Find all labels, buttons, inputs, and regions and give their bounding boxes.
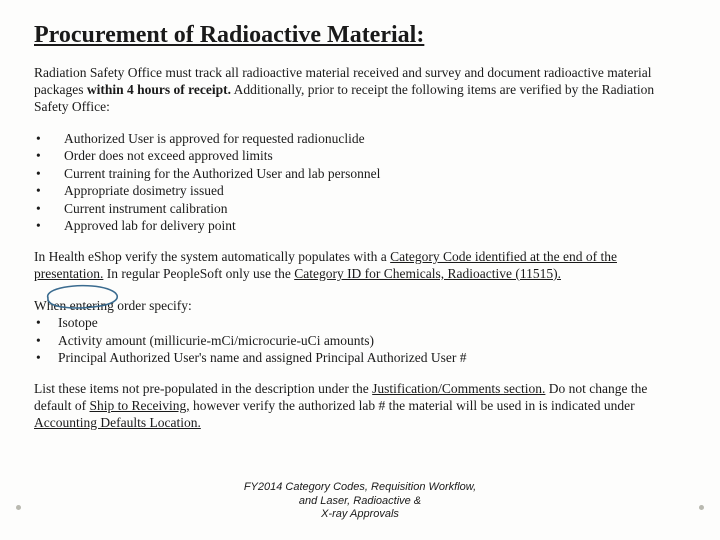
verify-list: Authorized User is approved for requeste… (34, 130, 686, 235)
list-item: Approved lab for delivery point (34, 217, 686, 235)
footer: FY2014 Category Codes, Requisition Workf… (0, 481, 720, 522)
list-item: Appropriate dosimetry issued (34, 182, 686, 200)
list-item: Current training for the Authorized User… (34, 165, 686, 183)
intro-bold: within 4 hours of receipt. (87, 82, 231, 97)
list-item: Order does not exceed approved limits (34, 147, 686, 165)
intro-paragraph: Radiation Safety Office must track all r… (34, 65, 686, 116)
p3-u3: Accounting Defaults Location. (34, 415, 201, 430)
list-item: Principal Authorized User's name and ass… (34, 349, 686, 367)
p3-t1: List these items not pre-populated in th… (34, 381, 372, 396)
p3-u2: Ship to Receiving, (89, 398, 189, 413)
list-item: Current instrument calibration (34, 200, 686, 218)
list-item: Isotope (34, 314, 686, 332)
p2-u2: Category ID for Chemicals, Radioactive (… (294, 266, 561, 281)
footer-line: and Laser, Radioactive & (0, 495, 720, 509)
p2-t2: In regular PeopleSoft only use the (103, 266, 294, 281)
decorative-dot (16, 505, 21, 510)
p2-t1: In Health eShop verify the system automa… (34, 249, 390, 264)
specify-list: Isotope Activity amount (millicurie-mCi/… (34, 314, 686, 367)
p3-u1: Justification/Comments section. (372, 381, 545, 396)
footer-line: X-ray Approvals (0, 508, 720, 522)
page-title: Procurement of Radioactive Material: (34, 22, 686, 49)
list-item: Activity amount (millicurie-mCi/microcur… (34, 332, 686, 350)
category-paragraph: In Health eShop verify the system automa… (34, 249, 686, 283)
list-item: Authorized User is approved for requeste… (34, 130, 686, 148)
footer-line: FY2014 Category Codes, Requisition Workf… (0, 481, 720, 495)
specify-block: When entering order specify: Isotope Act… (34, 297, 686, 367)
p3-t3: however verify the authorized lab # the … (190, 398, 635, 413)
specify-lead: When entering order specify: (34, 297, 686, 315)
instructions-paragraph: List these items not pre-populated in th… (34, 381, 686, 432)
decorative-dot (699, 505, 704, 510)
